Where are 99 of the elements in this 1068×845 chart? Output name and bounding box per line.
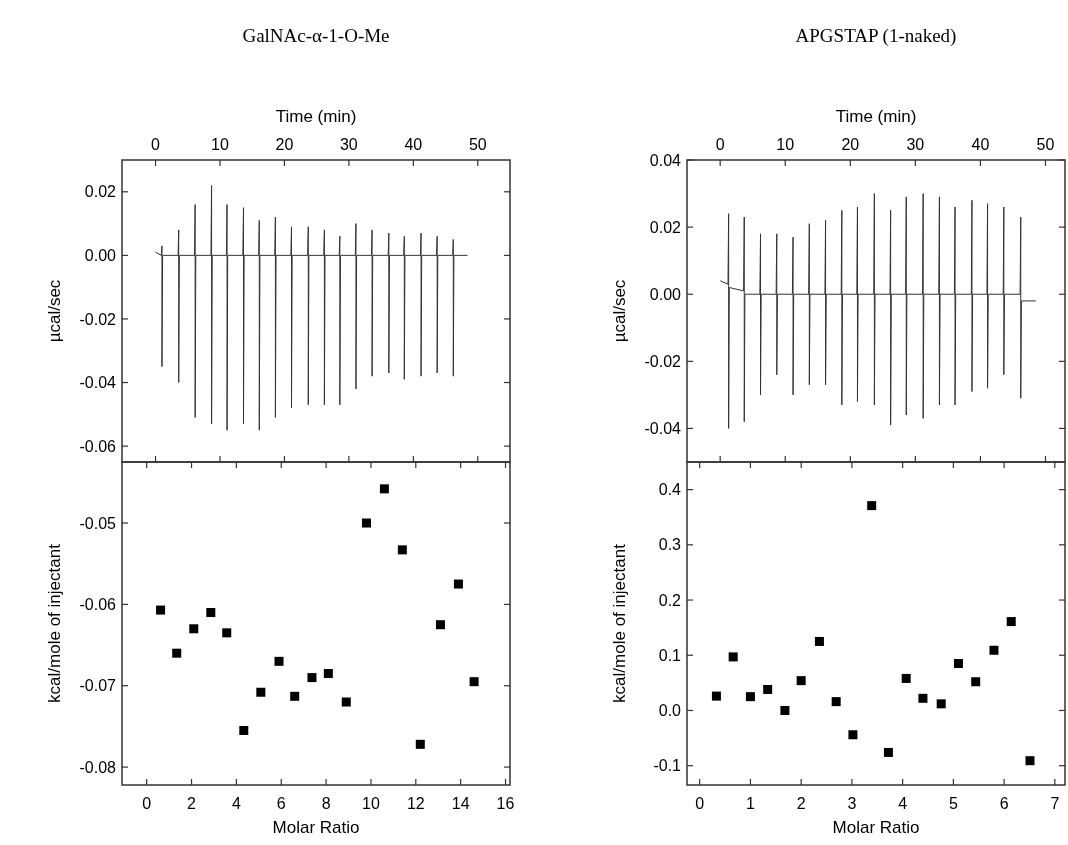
point (469, 677, 479, 687)
x-tick-label: 30 (906, 136, 925, 153)
y-tick-label: -0.02 (79, 310, 117, 328)
point (867, 501, 877, 511)
point (435, 620, 445, 630)
x-tick-label: 40 (404, 136, 423, 153)
x-tick-label: 5 (948, 795, 958, 812)
point (379, 484, 389, 494)
point (971, 677, 981, 687)
point (901, 673, 911, 683)
point (936, 699, 946, 709)
point (989, 645, 999, 655)
chart-title: GalNAc-α-1-O-Me (242, 25, 390, 46)
x-tick-label: 50 (1036, 136, 1055, 153)
x-tick-label: 12 (406, 795, 425, 812)
point (918, 693, 928, 703)
point (728, 652, 738, 662)
y-tick-label: 0.4 (658, 481, 682, 499)
x-tick-label: 2 (796, 795, 806, 812)
point (274, 656, 284, 666)
x-tick-label: 14 (451, 795, 470, 812)
x-tick-label: 6 (999, 795, 1009, 812)
x-tick-label: 10 (776, 136, 795, 153)
point (796, 676, 806, 686)
x-tick-label: 8 (321, 795, 331, 812)
point (189, 624, 199, 634)
x-axis-title: Time (min) (275, 107, 357, 126)
x-tick-label: 20 (841, 136, 860, 153)
point (397, 545, 407, 555)
point (814, 636, 824, 646)
point (206, 608, 216, 618)
x-tick-label: 4 (231, 795, 241, 812)
x-tick-label: 0 (142, 795, 152, 812)
x-tick-label: 30 (339, 136, 358, 153)
y-tick-label: -0.04 (79, 374, 117, 392)
point (290, 691, 300, 701)
point (222, 628, 232, 638)
point (341, 697, 351, 707)
point (156, 605, 166, 615)
y-tick-label: 0.1 (658, 646, 682, 664)
x-tick-label: 50 (468, 136, 487, 153)
y-tick-label: 0.02 (84, 183, 117, 201)
line-series (155, 184, 468, 431)
x-tick-label: 4 (898, 795, 908, 812)
point (453, 579, 463, 589)
y-tick-label: -0.02 (644, 352, 682, 370)
y-tick-label: 0.02 (649, 218, 682, 236)
x-axis-title: Molar Ratio (832, 818, 920, 837)
x-tick-label: 10 (362, 795, 380, 812)
chart-title: APGSTAP (1-naked) (795, 25, 957, 47)
y-tick-label: 0.00 (649, 285, 682, 303)
point (1006, 617, 1016, 627)
x-tick-label: 0 (715, 136, 725, 153)
x-tick-label: 2 (187, 795, 197, 812)
point (415, 739, 425, 749)
y-tick-label: -0.08 (79, 758, 117, 776)
x-tick-label: 40 (971, 136, 990, 153)
line-series (719, 193, 1037, 429)
y-tick-label: -0.1 (653, 757, 682, 775)
point (883, 747, 893, 757)
x-tick-label: 6 (276, 795, 286, 812)
x-tick-label: 7 (1050, 795, 1060, 812)
point (1025, 756, 1035, 766)
y-tick-label: -0.06 (79, 595, 117, 613)
y-axis-title: kcal/mole of injectant (45, 543, 64, 703)
y-tick-label: -0.04 (644, 420, 682, 438)
point (172, 648, 182, 658)
y-tick-label: -0.07 (79, 677, 117, 695)
point (763, 684, 773, 694)
x-tick-label: 10 (211, 136, 229, 153)
point (307, 673, 317, 683)
y-tick-label: 0.00 (84, 246, 117, 264)
x-tick-label: 16 (496, 795, 515, 812)
point (780, 705, 790, 715)
y-axis-title: kcal/mole of injectant (610, 543, 629, 703)
point (831, 697, 841, 707)
x-tick-label: 0 (695, 795, 705, 812)
point (711, 691, 721, 701)
y-tick-label: 0.3 (658, 536, 682, 554)
x-tick-label: 3 (847, 795, 857, 812)
point (953, 659, 963, 669)
point (256, 687, 266, 697)
point (848, 730, 858, 740)
x-tick-label: 1 (745, 795, 755, 812)
y-tick-label: -0.06 (79, 437, 117, 455)
x-axis-title: Molar Ratio (272, 818, 360, 837)
x-tick-label: 20 (275, 136, 294, 153)
y-tick-label: 0.2 (658, 591, 682, 609)
x-axis-title: Time (min) (835, 107, 917, 126)
point (361, 518, 371, 528)
y-tick-label: 0.04 (649, 151, 682, 169)
y-tick-label: -0.05 (79, 514, 117, 532)
y-tick-label: 0.0 (658, 702, 682, 720)
point (323, 669, 333, 679)
point (745, 692, 755, 702)
x-tick-label: 0 (151, 136, 161, 153)
y-axis-title: µcal/sec (45, 279, 64, 343)
y-axis-title: µcal/sec (610, 279, 629, 343)
point (239, 725, 249, 735)
